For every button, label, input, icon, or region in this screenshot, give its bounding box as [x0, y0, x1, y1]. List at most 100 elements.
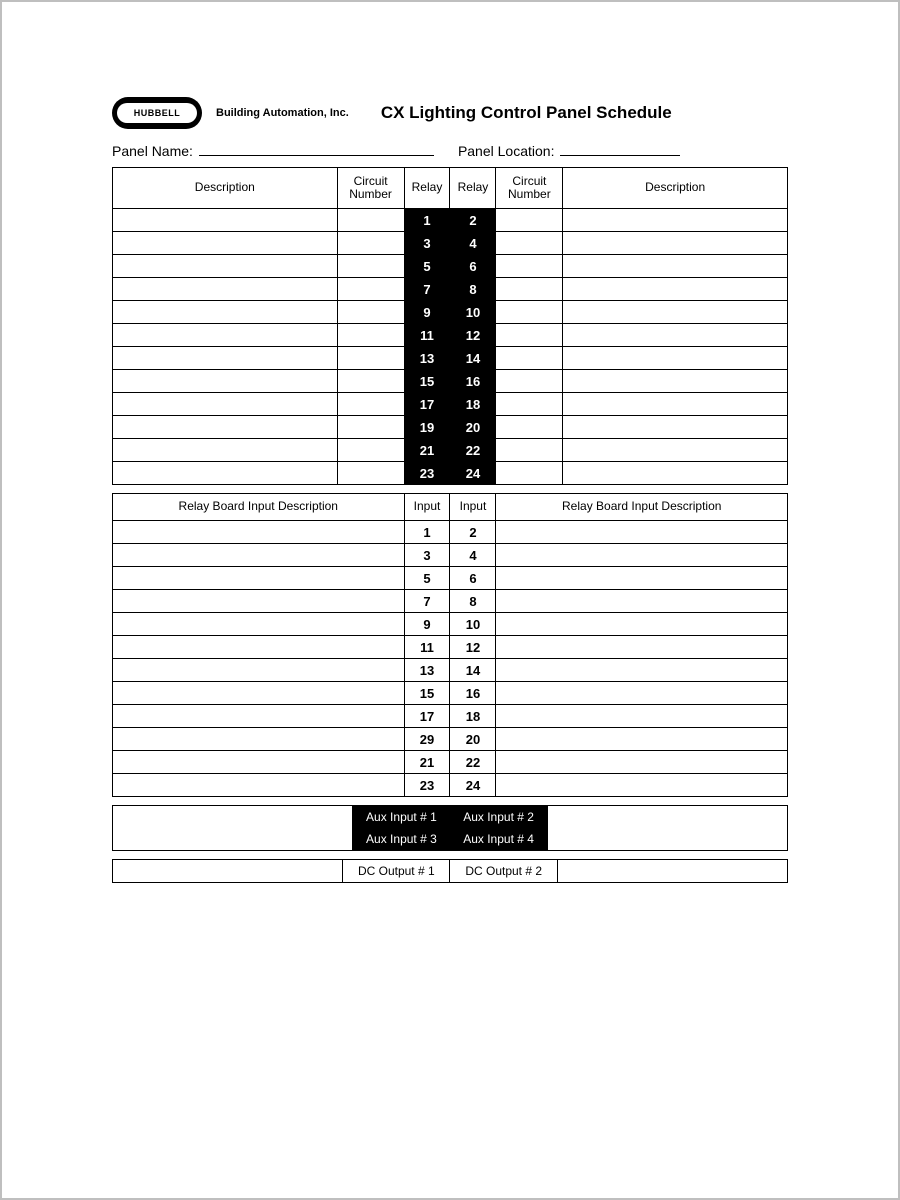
page: HUBBELL Building Automation, Inc. CX Lig…: [0, 0, 900, 1200]
relay-right-cell: 20: [450, 416, 496, 439]
input-right-cell: 10: [450, 613, 496, 636]
relay-left-cell: 11: [404, 324, 450, 347]
circuit-left-cell: [337, 232, 404, 255]
input-desc-left-cell: [113, 705, 405, 728]
circuit-left-cell: [337, 462, 404, 485]
desc-left-cell: [113, 278, 338, 301]
col-input-right: Input: [450, 494, 496, 521]
input-left-cell: 29: [404, 728, 450, 751]
input-desc-left-cell: [113, 636, 405, 659]
input-desc-right-cell: [496, 659, 788, 682]
input-right-cell: 2: [450, 521, 496, 544]
desc-left-cell: [113, 232, 338, 255]
input-row: 1516: [113, 682, 788, 705]
desc-right-cell: [563, 347, 788, 370]
desc-left-cell: [113, 209, 338, 232]
input-desc-right-cell: [496, 544, 788, 567]
aux-row: Aux Input # 1Aux Input # 2: [113, 806, 788, 829]
relay-left-cell: 3: [404, 232, 450, 255]
logo-text: HUBBELL: [117, 103, 197, 123]
relay-right-cell: 8: [450, 278, 496, 301]
desc-left-cell: [113, 255, 338, 278]
relay-row: 1516: [113, 370, 788, 393]
circuit-left-cell: [337, 278, 404, 301]
input-left-cell: 9: [404, 613, 450, 636]
relay-row: 78: [113, 278, 788, 301]
relay-input-table: Relay Board Input Description Input Inpu…: [112, 493, 788, 797]
relay-left-cell: 1: [404, 209, 450, 232]
col-relay-right: Relay: [450, 168, 496, 209]
relay-row: 12: [113, 209, 788, 232]
desc-left-cell: [113, 370, 338, 393]
input-right-cell: 6: [450, 567, 496, 590]
relay-right-cell: 2: [450, 209, 496, 232]
desc-left-cell: [113, 439, 338, 462]
relay-schedule-table: Description Circuit Number Relay Relay C…: [112, 167, 788, 485]
input-desc-right-cell: [496, 728, 788, 751]
panel-name-label: Panel Name:: [112, 143, 193, 159]
desc-left-cell: [113, 347, 338, 370]
input-left-cell: 21: [404, 751, 450, 774]
relay-row: 2324: [113, 462, 788, 485]
relay-row: 56: [113, 255, 788, 278]
desc-left-cell: [113, 416, 338, 439]
circuit-right-cell: [496, 416, 563, 439]
input-desc-left-cell: [113, 682, 405, 705]
relay-right-cell: 4: [450, 232, 496, 255]
dc-output-table: DC Output # 1DC Output # 2: [112, 859, 788, 883]
dc-row: DC Output # 1DC Output # 2: [113, 860, 788, 883]
input-right-cell: 18: [450, 705, 496, 728]
col-input-left: Input: [404, 494, 450, 521]
relay-right-cell: 24: [450, 462, 496, 485]
relay-row: 2122: [113, 439, 788, 462]
input-desc-left-cell: [113, 728, 405, 751]
relay-row: 910: [113, 301, 788, 324]
input-desc-right-cell: [496, 567, 788, 590]
relay-right-cell: 22: [450, 439, 496, 462]
input-table-header-row: Relay Board Input Description Input Inpu…: [113, 494, 788, 521]
aux-input-left: Aux Input # 1: [353, 806, 450, 829]
circuit-right-cell: [496, 255, 563, 278]
circuit-right-cell: [496, 301, 563, 324]
desc-left-cell: [113, 324, 338, 347]
input-desc-right-cell: [496, 613, 788, 636]
relay-left-cell: 23: [404, 462, 450, 485]
input-desc-right-cell: [496, 705, 788, 728]
relay-right-cell: 12: [450, 324, 496, 347]
circuit-right-cell: [496, 370, 563, 393]
relay-row: 1112: [113, 324, 788, 347]
dc-output-right: DC Output # 2: [450, 860, 557, 883]
circuit-left-cell: [337, 301, 404, 324]
input-right-cell: 12: [450, 636, 496, 659]
panel-info-row: Panel Name: Panel Location:: [112, 141, 788, 159]
document-header: HUBBELL Building Automation, Inc. CX Lig…: [112, 97, 788, 129]
relay-right-cell: 18: [450, 393, 496, 416]
desc-right-cell: [563, 278, 788, 301]
col-relay-left: Relay: [404, 168, 450, 209]
desc-right-cell: [563, 301, 788, 324]
circuit-left-cell: [337, 209, 404, 232]
aux-row: Aux Input # 3Aux Input # 4: [113, 828, 788, 851]
relay-row: 34: [113, 232, 788, 255]
input-desc-right-cell: [496, 521, 788, 544]
input-left-cell: 5: [404, 567, 450, 590]
relay-left-cell: 9: [404, 301, 450, 324]
panel-name-blank: [199, 141, 434, 156]
circuit-left-cell: [337, 324, 404, 347]
circuit-right-cell: [496, 462, 563, 485]
aux-side-left: [113, 828, 353, 851]
circuit-left-cell: [337, 439, 404, 462]
aux-side-right: [547, 828, 787, 851]
input-right-cell: 4: [450, 544, 496, 567]
desc-left-cell: [113, 462, 338, 485]
input-right-cell: 16: [450, 682, 496, 705]
relay-right-cell: 14: [450, 347, 496, 370]
relay-left-cell: 13: [404, 347, 450, 370]
input-desc-left-cell: [113, 567, 405, 590]
aux-input-left: Aux Input # 3: [353, 828, 450, 851]
input-desc-left-cell: [113, 613, 405, 636]
desc-right-cell: [563, 370, 788, 393]
col-circuit-number-right: Circuit Number: [496, 168, 563, 209]
desc-right-cell: [563, 209, 788, 232]
circuit-left-cell: [337, 370, 404, 393]
